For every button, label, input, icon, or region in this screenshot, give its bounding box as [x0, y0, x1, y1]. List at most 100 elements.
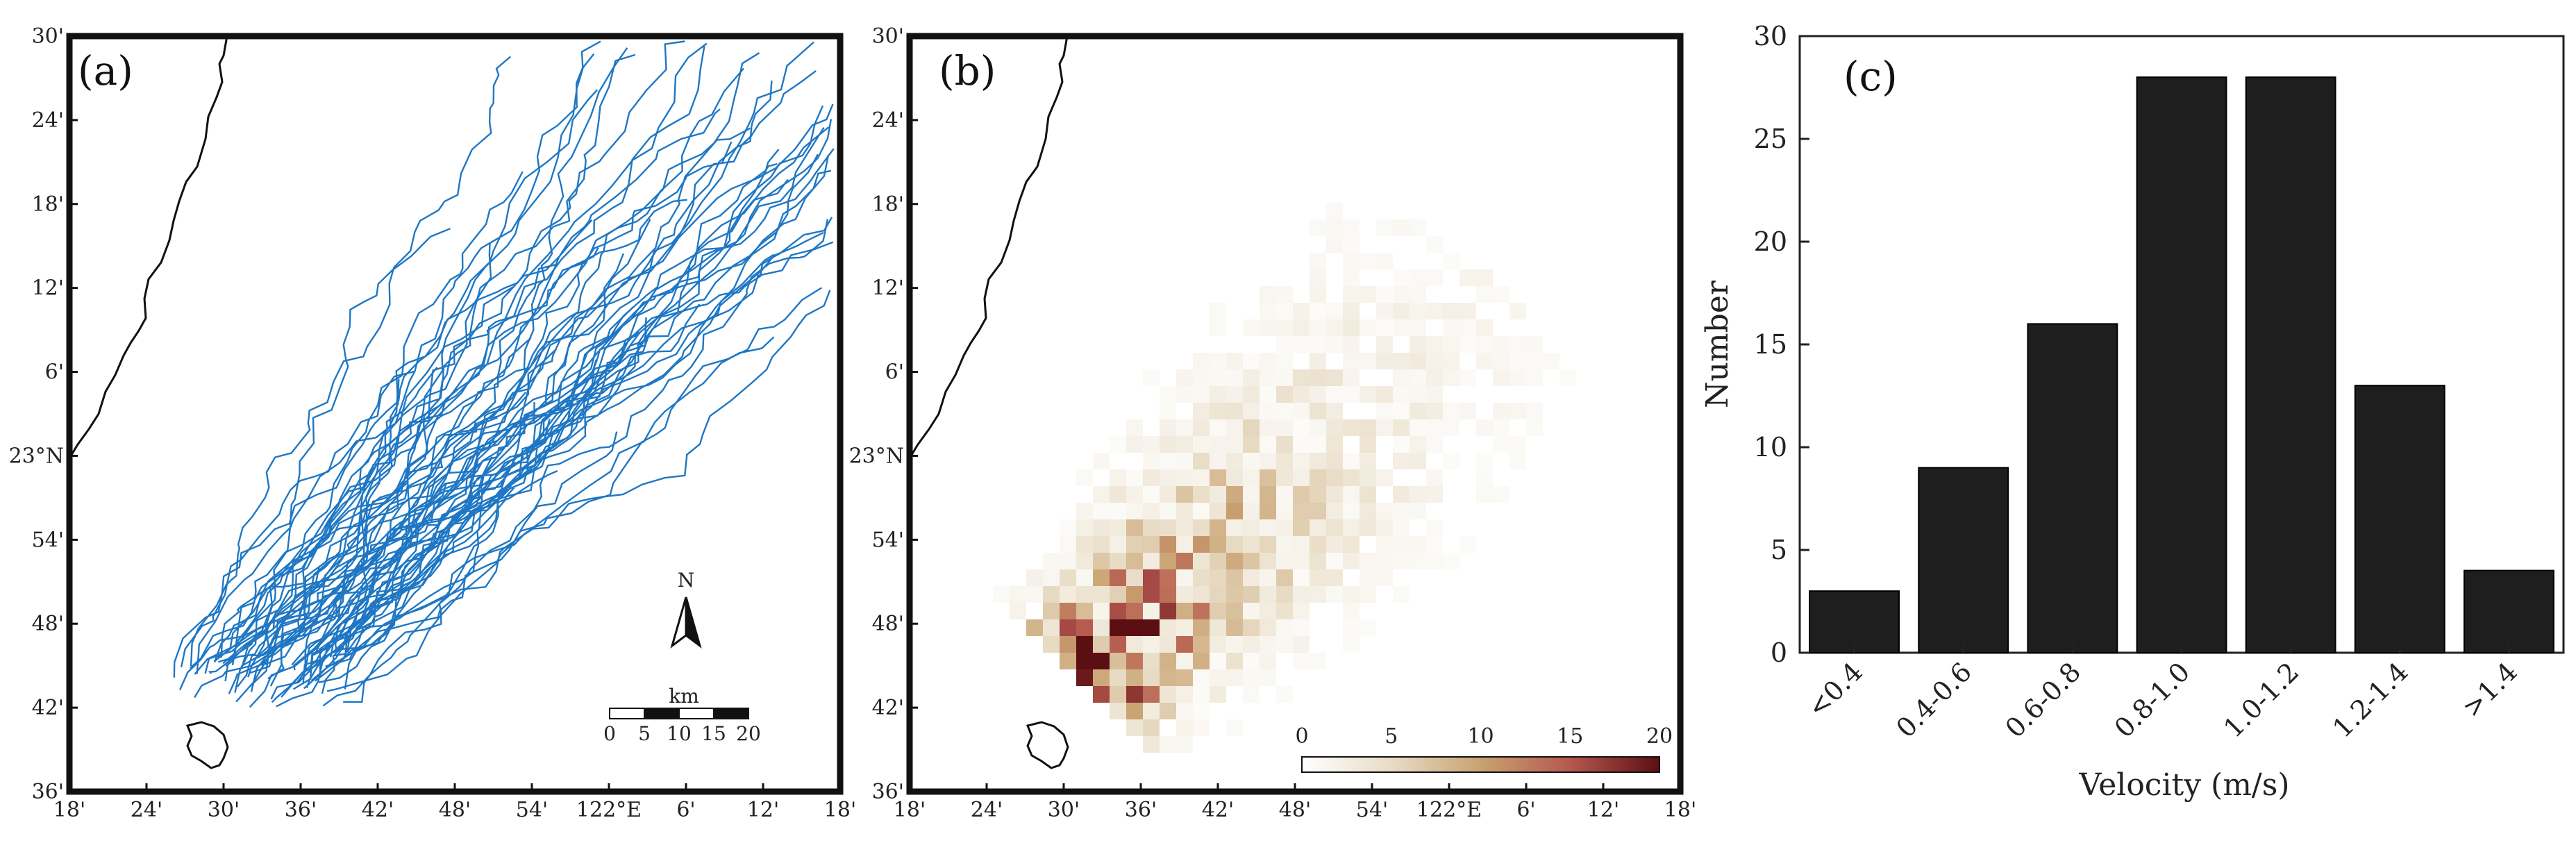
heatmap-cell — [1243, 469, 1260, 486]
lat-tick-label: 6' — [45, 360, 64, 385]
heatmap-cell — [1226, 386, 1243, 403]
heatmap-cell — [1276, 386, 1293, 403]
heatmap-cell — [1260, 386, 1276, 403]
heatmap-cell — [1260, 536, 1276, 553]
heatmap-cell — [1343, 636, 1360, 653]
heatmap-cell — [1093, 586, 1110, 603]
heatmap-cell — [1393, 519, 1410, 536]
heatmap-cell — [1076, 569, 1093, 586]
heatmap-cell — [1093, 519, 1110, 536]
heatmap-cell — [1110, 503, 1126, 519]
heatmap-cell — [1410, 269, 1426, 286]
heatmap-cell — [1176, 636, 1193, 653]
heatmap-cell — [1243, 386, 1260, 403]
trajectory-line — [249, 40, 601, 687]
heatmap-cell — [1509, 336, 1526, 353]
lon-tick-label: 18' — [824, 798, 856, 822]
histogram-bars — [1809, 76, 2554, 654]
heatmap-cell — [1526, 353, 1543, 369]
latitude-ticks-a: 36' 42' 48' 54' 23°N 6' 12' 18' 24' 30' — [9, 24, 78, 804]
trajectory-line — [326, 431, 618, 692]
heatmap-cell — [1310, 303, 1326, 319]
heatmap-cell — [1093, 553, 1110, 569]
trajectory-line — [234, 306, 634, 693]
scale-unit: km — [669, 685, 699, 708]
heatmap-cell — [1076, 553, 1093, 569]
heatmap-cell — [1509, 436, 1526, 453]
heatmap-cell — [1293, 453, 1310, 469]
heatmap-cell — [1193, 536, 1210, 553]
trajectory-line — [329, 303, 701, 658]
heatmap-cell — [1360, 469, 1376, 486]
heatmap-cell — [1260, 569, 1276, 586]
heatmap-cell — [1460, 303, 1476, 319]
heatmap-cell — [1243, 603, 1260, 619]
heatmap-cell — [1143, 553, 1160, 569]
heatmap-cell — [1243, 486, 1260, 503]
scale-segment-3 — [678, 708, 714, 719]
heatmap-cell — [1210, 303, 1226, 319]
heatmap-cell — [1310, 653, 1326, 669]
heatmap-cell — [1260, 503, 1276, 519]
heatmap-cell — [1243, 319, 1260, 336]
heatmap-cell — [1210, 686, 1226, 703]
heatmap-cell — [1193, 719, 1210, 736]
trajectory-line — [340, 290, 831, 651]
lat-tick-label: 42' — [32, 696, 64, 720]
heatmap-cell — [1193, 469, 1210, 486]
heatmap-cell — [1410, 553, 1426, 569]
heatmap-cell — [1076, 669, 1093, 686]
heatmap-cell — [1243, 586, 1260, 603]
heatmap-cell — [1543, 353, 1559, 369]
heatmap-cell — [1393, 486, 1410, 503]
heatmap-cell — [1176, 719, 1193, 736]
heatmap-cell — [1293, 486, 1310, 503]
heatmap-cell — [1243, 436, 1260, 453]
heatmap-cell — [1193, 486, 1210, 503]
trajectory-line — [231, 367, 438, 666]
island-outline — [185, 721, 229, 769]
heatmap-cell — [1276, 586, 1293, 603]
x-tick-label: 0.8-1.0 — [2109, 656, 2196, 744]
heatmap-cell — [1160, 486, 1176, 503]
heatmap-cell — [1276, 619, 1293, 636]
heatmap-cell — [1559, 369, 1576, 386]
heatmap-cell — [1476, 286, 1493, 303]
heatmap-cell — [1276, 303, 1293, 319]
heatmap-cell — [1160, 469, 1176, 486]
heatmap-cell — [1310, 586, 1326, 603]
heatmap-cell — [1360, 453, 1376, 469]
heatmap-cell — [1210, 603, 1226, 619]
heatmap-cell — [1176, 619, 1193, 636]
heatmap-cell — [1276, 536, 1293, 553]
heatmap-cell — [1260, 403, 1276, 419]
heatmap-cell — [1126, 536, 1143, 553]
heatmap-cell — [1210, 403, 1226, 419]
heatmap-cell — [1326, 386, 1343, 403]
heatmap-cell — [1276, 419, 1293, 436]
heatmap-cell — [1176, 603, 1193, 619]
trajectory-line — [302, 402, 535, 685]
scale-label-20: 20 — [736, 722, 761, 745]
colorbar-label: 15 — [1557, 724, 1583, 749]
heatmap-cell — [1126, 553, 1143, 569]
heatmap-cell — [1110, 469, 1126, 486]
heatmap-cell — [1326, 469, 1343, 486]
heatmap-cell — [1043, 603, 1060, 619]
heatmap-cell — [1276, 336, 1293, 353]
heatmap-cell — [1210, 536, 1226, 553]
heatmap-cell — [1393, 403, 1410, 419]
heatmap-cell — [1210, 319, 1226, 336]
lat-tick-label: 54' — [32, 528, 64, 552]
heatmap-cell — [1343, 619, 1360, 636]
heatmap-cell — [1376, 386, 1393, 403]
heatmap-cell — [1410, 436, 1426, 453]
lat-tick-label: 36' — [872, 780, 904, 804]
heatmap-cell — [1493, 286, 1509, 303]
heatmap-cell — [1193, 619, 1210, 636]
lon-tick-label: 18' — [1664, 798, 1696, 822]
heatmap-cell — [1293, 653, 1310, 669]
lat-tick-label: 12' — [32, 276, 64, 301]
x-tick-label: 1.0-1.2 — [2218, 656, 2305, 744]
heatmap-cell — [1193, 436, 1210, 453]
